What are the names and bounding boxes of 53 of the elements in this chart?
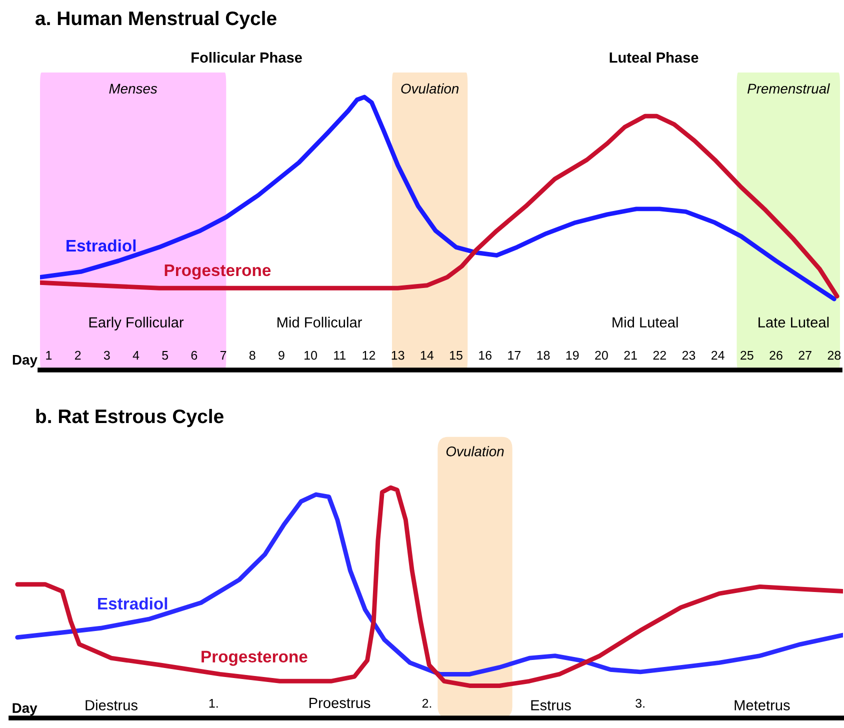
band-label: Ovulation: [446, 446, 504, 456]
x-tick-label: 7: [220, 351, 226, 360]
x-tick-label: 8: [249, 350, 256, 360]
series-label: Estradiol: [98, 597, 168, 610]
text: Follicular Phase: [192, 52, 302, 63]
x-tick-label: 3: [104, 350, 110, 360]
x-tick-label: 1: [46, 351, 52, 360]
x-tick-label: 20: [595, 350, 608, 360]
x-tick-label: 5: [162, 351, 168, 360]
series-label: Estradiol: [66, 239, 136, 252]
band-label: Premenstrual: [747, 83, 830, 94]
series-label: Progesterone: [164, 264, 271, 280]
x-tick-label: 12: [362, 350, 376, 360]
x-tick-label: 18: [537, 350, 550, 360]
x-tick-label: 27: [798, 350, 812, 360]
x-tick-label: 4: [132, 351, 140, 360]
annotation: Mid Follicular: [278, 316, 362, 328]
x-axis-title: Day: [12, 703, 38, 716]
annotation: Early Follicular: [89, 316, 184, 330]
x-tick-label: 23: [682, 350, 696, 360]
x-tick-label: 6: [191, 350, 198, 360]
annotation: Late Luteal: [758, 316, 829, 328]
x-axis-title: Day: [12, 355, 38, 368]
text: Luteal Phase: [610, 52, 698, 63]
x-tick-label: 28: [828, 350, 841, 360]
x-tick-label: 21: [624, 350, 637, 360]
series-label: Progesterone: [202, 650, 308, 666]
x-tick-label: 22: [653, 350, 666, 360]
annotation: Mid Luteal: [612, 316, 678, 328]
annotation: Metetrus: [734, 700, 790, 710]
x-tick-label: 9: [278, 350, 284, 360]
x-tick-label: 3.: [636, 698, 644, 708]
annotation: Diestrus: [86, 700, 138, 710]
annotation: Estrus: [531, 700, 571, 710]
x-tick-label: 13: [392, 350, 404, 360]
x-tick-label: 10: [304, 350, 318, 360]
chart-title: a. Human Menstrual Cycle: [36, 10, 276, 30]
x-tick-label: 14: [420, 351, 434, 360]
x-tick-label: 24: [711, 350, 724, 360]
x-tick-label: 2.: [422, 698, 432, 708]
band-label: Ovulation: [401, 83, 459, 94]
x-tick-label: 16: [479, 350, 492, 360]
x-tick-label: 15: [450, 351, 462, 360]
x-tick-label: 2: [74, 350, 81, 360]
x-tick-label: 11: [334, 351, 346, 360]
x-tick-label: 25: [740, 350, 754, 360]
chart-title: b. Rat Estrous Cycle: [36, 408, 224, 428]
band-label: Menses: [109, 84, 158, 94]
x-tick-label: 26: [770, 350, 782, 360]
x-tick-label: 17: [508, 351, 521, 360]
x-tick-label: 1.: [209, 699, 218, 708]
annotation: Proestrus: [310, 698, 370, 708]
x-tick-label: 19: [566, 350, 579, 360]
